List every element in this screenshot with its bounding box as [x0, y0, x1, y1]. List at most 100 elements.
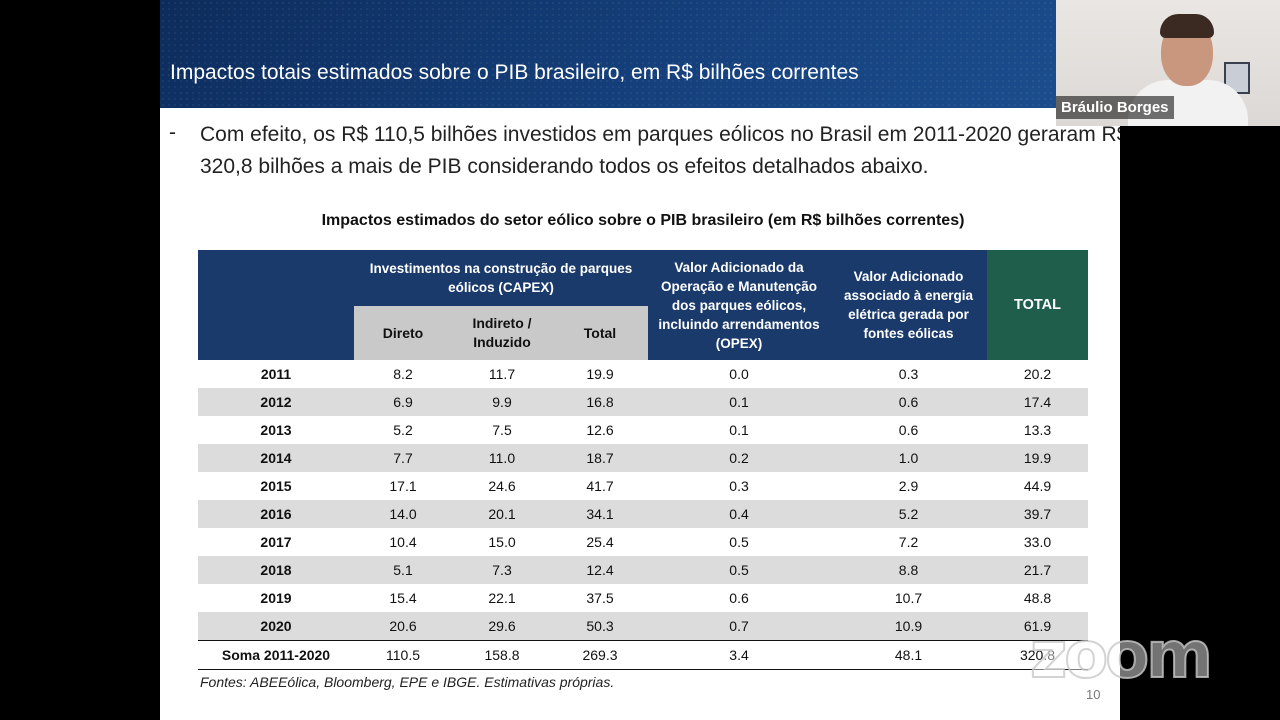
cell-indireto: 15.0 [488, 534, 516, 550]
cell-total-capex: 16.8 [552, 388, 649, 416]
indireto-column-header: Indireto / Induzido [452, 306, 552, 360]
capex-group-header: Investimentos na construção de parques e… [354, 250, 649, 306]
sum-total: 320.8 [987, 640, 1089, 670]
cell-direto: 20.6 [354, 612, 452, 641]
cell-direto: 14.0 [354, 500, 452, 528]
cell-energia: 0.3 [898, 366, 919, 382]
cell-opex: 0.5 [729, 534, 749, 550]
cell-opex: 0.0 [729, 366, 749, 382]
cell-direto: 10.4 [389, 534, 417, 550]
cell-total: 33.0 [1023, 534, 1052, 550]
cell-indireto: 11.0 [452, 444, 552, 472]
page-number: 10 [1086, 687, 1101, 702]
cell-opex: 0.7 [648, 612, 831, 641]
cell-indireto: 7.3 [452, 556, 552, 584]
cell-total: 13.3 [1023, 422, 1052, 438]
cell-direto: 5.1 [354, 556, 452, 584]
table-row: 2015 17.1 24.6 41.7 0.3 2.9 44.9 [198, 472, 1088, 500]
table-row: 2016 14.0 20.1 34.1 0.4 5.2 39.7 [198, 500, 1089, 528]
cell-total-capex: 12.4 [552, 556, 649, 584]
cell-total-capex: 34.1 [552, 500, 649, 528]
cell-energia: 1.0 [830, 444, 988, 472]
cell-year: 2018 [198, 556, 354, 584]
sum-direto: 110.5 [354, 640, 452, 670]
table-row: 2011 8.2 11.7 19.9 0.0 0.3 20.2 [198, 360, 1088, 388]
cell-indireto: 7.5 [492, 422, 512, 438]
cell-indireto: 22.1 [488, 590, 516, 606]
sum-energia: 48.1 [830, 640, 988, 670]
zoom-logo-watermark: zoom [1029, 618, 1214, 694]
cell-total: 39.7 [987, 500, 1089, 528]
source-note: Fontes: ABEEólica, Bloomberg, EPE e IBGE… [200, 674, 615, 690]
year-column-header [198, 250, 354, 360]
cell-direto: 15.4 [389, 590, 417, 606]
slide-title: Impactos totais estimados sobre o PIB br… [170, 61, 859, 84]
presentation-slide: Impactos totais estimados sobre o PIB br… [160, 0, 1120, 720]
direto-column-header: Direto [354, 306, 452, 360]
cell-year: 2012 [198, 388, 354, 416]
cell-opex: 0.1 [648, 388, 831, 416]
cell-indireto: 20.1 [452, 500, 552, 528]
bullet-dash: - [169, 121, 176, 144]
cell-total-capex: 18.7 [552, 444, 649, 472]
cell-indireto: 29.6 [452, 612, 552, 641]
cell-opex: 0.2 [648, 444, 831, 472]
cell-indireto: 24.6 [488, 478, 516, 494]
cell-indireto: 11.7 [488, 366, 516, 382]
sum-label: Soma 2011-2020 [198, 640, 354, 670]
cell-energia: 10.9 [830, 612, 988, 641]
capex-total-column-header: Total [552, 306, 649, 360]
table-row: 2013 5.2 7.5 12.6 0.1 0.6 13.3 [198, 416, 1088, 444]
table-row: 2018 5.1 7.3 12.4 0.5 8.8 21.7 [198, 556, 1089, 584]
gdp-impact-table: Investimentos na construção de parques e… [198, 250, 1089, 670]
cell-direto: 17.1 [389, 478, 417, 494]
cell-energia: 0.6 [830, 388, 988, 416]
cell-opex: 0.1 [729, 422, 749, 438]
cell-opex: 0.5 [648, 556, 831, 584]
cell-year: 2017 [260, 534, 292, 550]
cell-energia: 7.2 [898, 534, 919, 550]
cell-total: 17.4 [987, 388, 1089, 416]
table-title: Impactos estimados do setor eólico sobre… [321, 212, 965, 229]
cell-indireto: 9.9 [452, 388, 552, 416]
table-row: 2014 7.7 11.0 18.7 0.2 1.0 19.9 [198, 444, 1089, 472]
cell-year: 2013 [260, 422, 292, 438]
cell-direto: 8.2 [393, 366, 413, 382]
cell-direto: 7.7 [354, 444, 452, 472]
cell-year: 2019 [260, 590, 292, 606]
cell-opex: 0.3 [729, 478, 749, 494]
table-row: 2020 20.6 29.6 50.3 0.7 10.9 61.9 [198, 612, 1089, 641]
sum-opex: 3.4 [648, 640, 831, 670]
participant-name: Bráulio Borges [1056, 96, 1174, 119]
cell-year: 2014 [198, 444, 354, 472]
table-row: 2012 6.9 9.9 16.8 0.1 0.6 17.4 [198, 388, 1089, 416]
table-subheader-row: Direto Indireto / Induzido Total [198, 306, 1088, 360]
cell-year: 2016 [198, 500, 354, 528]
cell-total-capex: 41.7 [586, 478, 614, 494]
cell-total: 20.2 [1023, 366, 1052, 382]
cell-year: 2015 [260, 478, 292, 494]
cell-total-capex: 19.9 [586, 366, 614, 382]
cell-total: 48.8 [1023, 590, 1052, 606]
cell-total: 21.7 [987, 556, 1089, 584]
cell-energia: 2.9 [898, 478, 919, 494]
cell-total: 44.9 [1023, 478, 1052, 494]
opex-column-header: Valor Adicionado da Operação e Manutençã… [648, 250, 831, 360]
cell-year: 2020 [198, 612, 354, 641]
cell-opex: 0.6 [729, 590, 749, 606]
cell-total: 19.9 [987, 444, 1089, 472]
sum-total-capex: 269.3 [552, 640, 649, 670]
cell-total-capex: 25.4 [586, 534, 614, 550]
total-column-header: TOTAL [987, 250, 1089, 360]
cell-total-capex: 50.3 [552, 612, 649, 641]
table-row: 2017 10.4 15.0 25.4 0.5 7.2 33.0 [198, 528, 1088, 556]
cell-opex: 0.4 [648, 500, 831, 528]
table-row: 2019 15.4 22.1 37.5 0.6 10.7 48.8 [198, 584, 1088, 612]
cell-total: 61.9 [987, 612, 1089, 641]
sum-row: Soma 2011-2020 110.5 158.8 269.3 3.4 48.… [198, 640, 1089, 670]
participant-video-tile[interactable]: Bráulio Borges [1056, 0, 1280, 126]
bullet-text: Com efeito, os R$ 110,5 bilhões investid… [200, 123, 1120, 178]
cell-direto: 5.2 [393, 422, 413, 438]
table-header-row: Investimentos na construção de parques e… [198, 250, 1089, 360]
cell-energia: 0.6 [898, 422, 919, 438]
